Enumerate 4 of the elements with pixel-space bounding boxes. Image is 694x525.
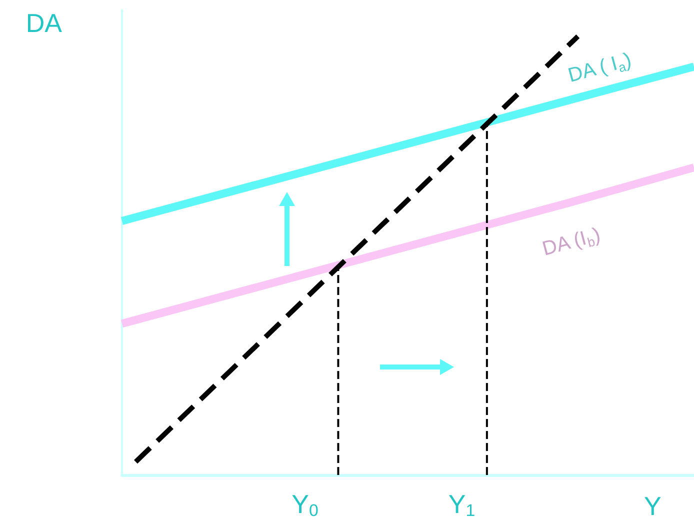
y-axis-title: DA — [26, 8, 63, 38]
text: DA (Ib) — [540, 224, 603, 260]
x-axis-title: Y — [644, 491, 662, 521]
text: DA ( Ia) — [566, 49, 634, 87]
